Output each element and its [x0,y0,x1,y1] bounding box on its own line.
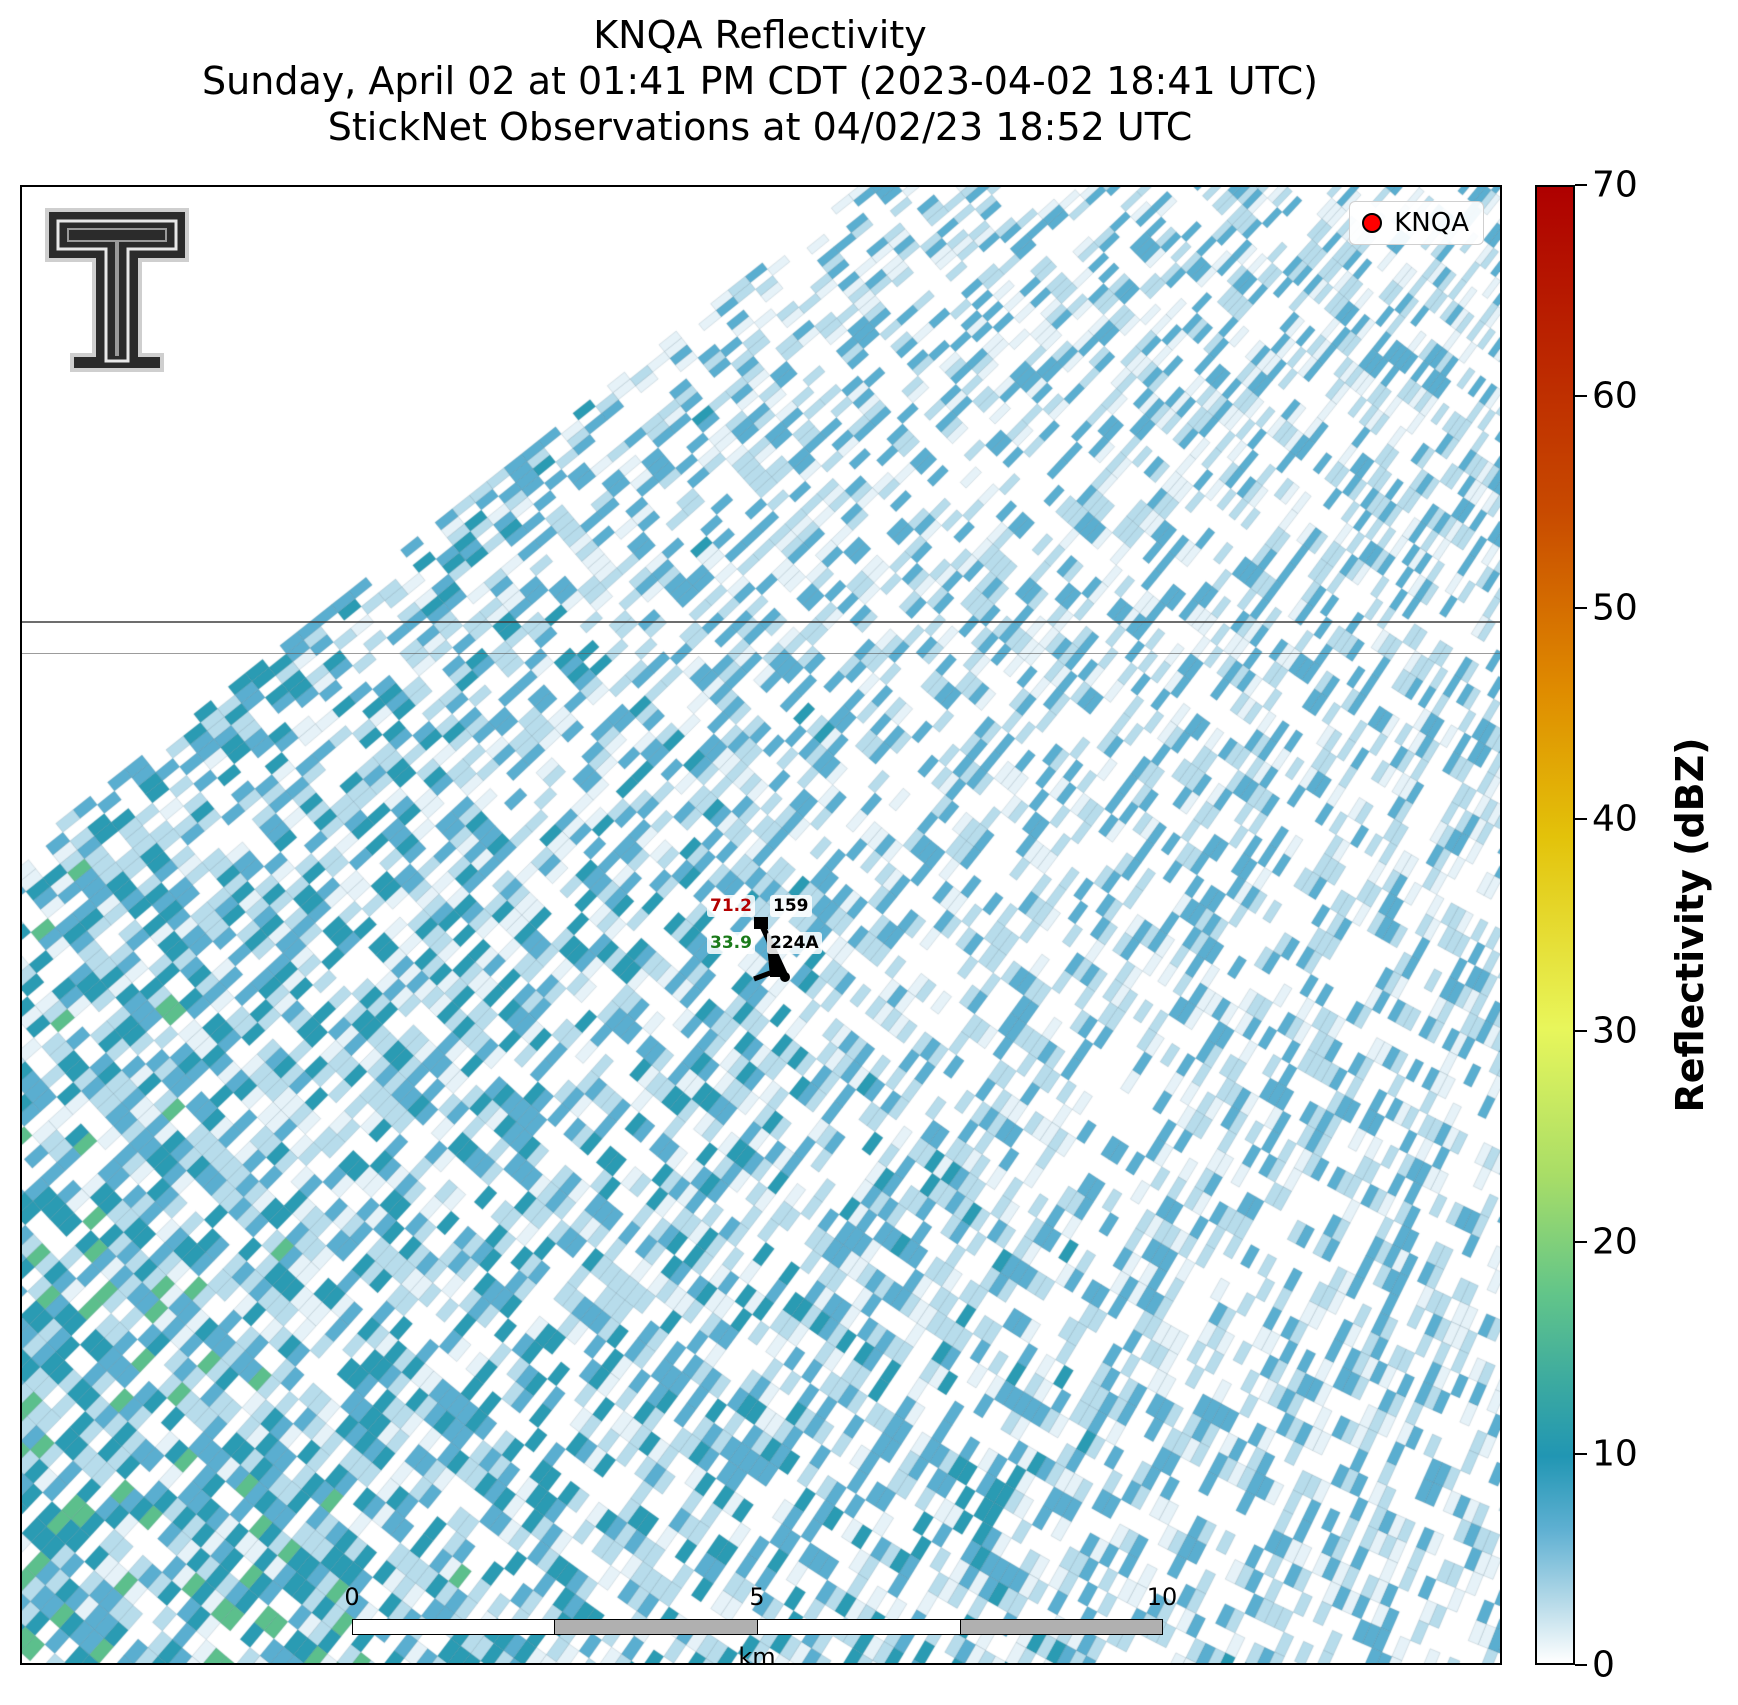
colorbar-tick-label: 30 [1592,1010,1638,1052]
radar-map[interactable]: KNQA 71.2 159 33.9 224A 0 5 10 km [20,185,1502,1665]
scalebar-tick-10: 10 [1146,1583,1178,1611]
station-temperature: 71.2 [707,895,755,917]
colorbar-tick-mark [1575,395,1587,398]
scalebar-tick-0: 0 [344,1583,360,1611]
wind-barb-icon [752,917,812,1001]
legend-label: KNQA [1394,208,1469,238]
scalebar-unit: km [738,1643,776,1665]
map-subtitle-time: Sunday, April 02 at 01:41 PM CDT (2023-0… [202,59,1318,103]
scalebar-segment [554,1619,758,1635]
map-title: KNQA Reflectivity [593,13,927,57]
colorbar-tick-mark [1575,1452,1587,1455]
colorbar-title: Reflectivity (dBZ) [1668,737,1712,1113]
colorbar-tick-label: 40 [1592,798,1638,840]
county-boundary-line [22,621,1500,623]
station-wind-direction: 159 [770,895,812,917]
scalebar-tick-5: 5 [749,1583,765,1611]
scalebar-segment [352,1619,555,1635]
station-dewpoint: 33.9 [707,932,755,954]
scalebar-segment [960,1619,1163,1635]
colorbar-tick-mark [1575,1664,1587,1666]
boundary-line-secondary [22,653,1500,654]
colorbar-tick-label: 10 [1592,1433,1638,1475]
colorbar-tick-mark [1575,184,1587,186]
colorbar-tick-label: 50 [1592,587,1638,629]
colorbar-tick-label: 60 [1592,375,1638,417]
texas-tech-logo-icon [42,205,192,379]
title-block: KNQA Reflectivity Sunday, April 02 at 01… [0,12,1520,150]
colorbar-tick-mark [1575,606,1587,609]
station-id: 224A [767,932,822,954]
map-subtitle-observations: StickNet Observations at 04/02/23 18:52 … [327,105,1193,149]
legend: KNQA [1349,201,1484,245]
colorbar [1535,185,1575,1665]
colorbar-tick-mark [1575,1029,1587,1032]
colorbar-tick-mark [1575,818,1587,821]
colorbar-tick-label: 70 [1592,164,1638,206]
scalebar-segment [757,1619,961,1635]
radar-site-marker-icon [1362,213,1383,233]
colorbar-tick-mark [1575,1241,1587,1244]
colorbar-tick-label: 0 [1592,1644,1615,1686]
colorbar-tick-label: 20 [1592,1221,1638,1263]
